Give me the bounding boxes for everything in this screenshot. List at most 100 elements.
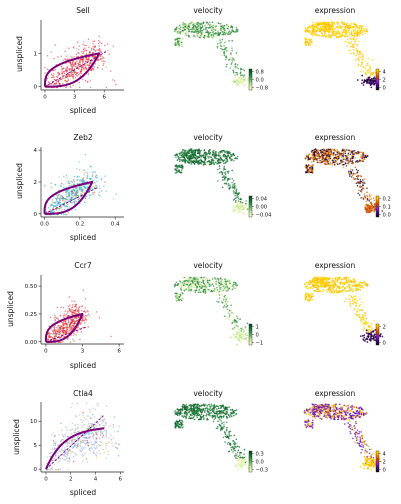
cell-point	[305, 164, 308, 166]
cell-point	[342, 22, 344, 24]
cell-point	[364, 67, 367, 70]
cell-point	[82, 189, 85, 191]
cell-point	[63, 333, 65, 335]
cell-point	[315, 21, 318, 24]
cell-point	[234, 209, 236, 212]
cell-point	[71, 202, 73, 204]
cell-point	[229, 52, 232, 54]
cell-point	[218, 167, 221, 170]
cell-point	[227, 177, 230, 180]
cell-point	[68, 47, 70, 49]
cell-point	[188, 25, 190, 28]
cell-point	[351, 43, 354, 46]
cell-point	[343, 158, 345, 161]
cell-point	[236, 200, 239, 203]
cell-point	[53, 76, 55, 78]
cell-point	[196, 28, 198, 31]
cell-point	[337, 150, 339, 153]
cell-point	[88, 56, 90, 59]
cell-point	[89, 61, 92, 64]
cell-point	[182, 279, 184, 282]
cell-point	[189, 155, 191, 157]
cell-point	[319, 149, 321, 152]
cell-point	[183, 276, 186, 279]
cell-point	[224, 47, 226, 50]
cell-point	[52, 201, 54, 203]
cell-point	[350, 22, 353, 25]
cell-point	[74, 311, 76, 314]
phase-portrait-sell: 0 3 601	[34, 20, 124, 101]
cell-point	[196, 155, 198, 158]
cell-point	[62, 199, 65, 202]
cell-point	[360, 188, 363, 191]
cell-point	[79, 187, 82, 190]
fitted-curve	[43, 181, 94, 215]
cell-point	[58, 197, 61, 199]
cell-point	[222, 279, 224, 282]
cell-point	[59, 78, 62, 80]
cell-point	[71, 194, 73, 197]
cell-point	[65, 313, 67, 316]
cell-point	[64, 310, 66, 313]
cell-point	[207, 23, 210, 25]
cell-point	[182, 32, 184, 35]
cell-point	[183, 282, 186, 285]
cell-point	[334, 27, 337, 29]
cell-point	[207, 31, 210, 33]
cell-point	[314, 31, 316, 33]
cell-point	[54, 331, 57, 334]
cell-point	[234, 67, 237, 69]
cell-point	[75, 74, 78, 77]
cell-point	[180, 169, 183, 171]
cell-point	[236, 194, 238, 197]
cell-point	[63, 329, 66, 332]
cell-point	[304, 27, 307, 29]
cell-point	[334, 31, 337, 33]
cell-point	[189, 159, 192, 162]
x-tick-label: 0	[44, 349, 48, 355]
cell-point	[231, 288, 234, 291]
cell-point	[83, 315, 85, 318]
cell-point	[55, 334, 57, 337]
cell-point	[84, 64, 86, 67]
cell-point	[200, 287, 203, 290]
cell-point	[327, 28, 329, 31]
cell-point	[180, 159, 183, 161]
embedding-zeb2-expression: 0.20.10.0	[304, 148, 391, 218]
cell-point	[224, 172, 226, 175]
cell-point	[60, 213, 63, 215]
cell-point	[223, 174, 225, 177]
cell-point	[69, 322, 72, 325]
cell-point	[193, 24, 195, 27]
cell-point	[220, 45, 222, 47]
cell-point	[324, 163, 327, 166]
cell-point	[191, 29, 193, 32]
cell-point	[317, 28, 319, 31]
cell-point	[78, 86, 81, 89]
cell-point	[233, 283, 235, 286]
cell-point	[346, 157, 348, 160]
cell-point	[65, 79, 67, 81]
cell-point	[92, 68, 95, 71]
colorbar	[248, 68, 253, 91]
cell-point	[179, 156, 181, 159]
cell-point	[207, 36, 210, 38]
cell-point	[310, 41, 313, 44]
cell-point	[201, 23, 203, 26]
cell-point	[329, 157, 332, 160]
cell-point	[223, 54, 226, 57]
cell-point	[77, 49, 80, 51]
cell-point	[363, 178, 366, 180]
cell-point	[352, 34, 354, 37]
cell-point	[60, 208, 63, 211]
cell-point	[64, 213, 67, 216]
cell-point	[224, 288, 226, 290]
cell-point	[92, 43, 94, 45]
cell-point	[89, 80, 92, 82]
cell-point	[194, 36, 197, 39]
cell-point	[193, 27, 196, 30]
cell-point	[178, 293, 180, 296]
cell-point	[349, 46, 352, 48]
cell-point	[241, 74, 243, 77]
cell-point	[82, 66, 84, 69]
